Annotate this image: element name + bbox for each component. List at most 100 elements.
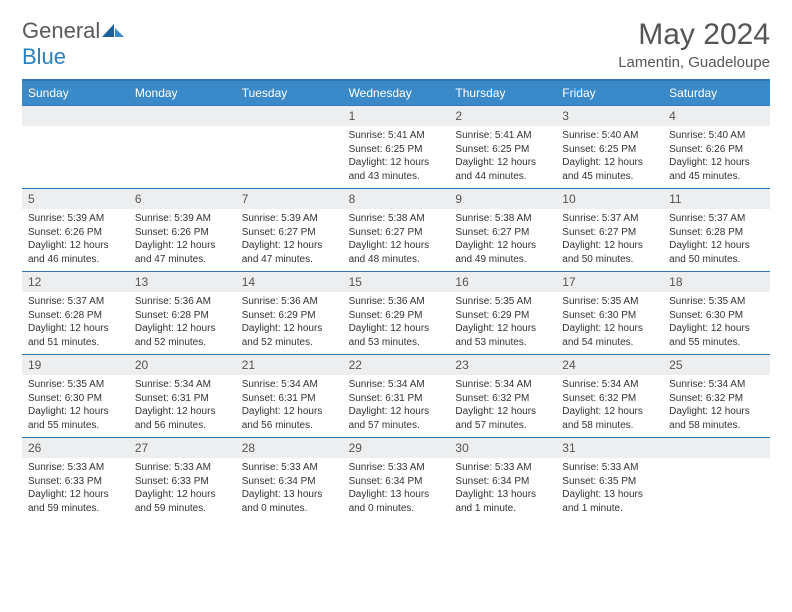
calendar-cell: 27Sunrise: 5:33 AMSunset: 6:33 PMDayligh… (129, 438, 236, 520)
title-block: May 2024 Lamentin, Guadeloupe (618, 18, 770, 71)
day-number: 1 (343, 106, 450, 126)
day-number: 18 (663, 272, 770, 292)
calendar-cell: 19Sunrise: 5:35 AMSunset: 6:30 PMDayligh… (22, 355, 129, 437)
day-body: Sunrise: 5:33 AMSunset: 6:33 PMDaylight:… (129, 458, 236, 519)
day-body: Sunrise: 5:36 AMSunset: 6:29 PMDaylight:… (343, 292, 450, 353)
calendar-cell: 15Sunrise: 5:36 AMSunset: 6:29 PMDayligh… (343, 272, 450, 354)
day-body: Sunrise: 5:34 AMSunset: 6:32 PMDaylight:… (663, 375, 770, 436)
calendar-cell: 17Sunrise: 5:35 AMSunset: 6:30 PMDayligh… (556, 272, 663, 354)
calendar-cell: 7Sunrise: 5:39 AMSunset: 6:27 PMDaylight… (236, 189, 343, 271)
calendar-cell: 5Sunrise: 5:39 AMSunset: 6:26 PMDaylight… (22, 189, 129, 271)
logo: GeneralBlue (22, 18, 126, 70)
week-row: 12Sunrise: 5:37 AMSunset: 6:28 PMDayligh… (22, 271, 770, 354)
day-number: 4 (663, 106, 770, 126)
week-row: 5Sunrise: 5:39 AMSunset: 6:26 PMDaylight… (22, 188, 770, 271)
sail-icon (100, 22, 126, 40)
calendar-cell: 14Sunrise: 5:36 AMSunset: 6:29 PMDayligh… (236, 272, 343, 354)
calendar: SundayMondayTuesdayWednesdayThursdayFrid… (22, 79, 770, 520)
day-number: 20 (129, 355, 236, 375)
location-text: Lamentin, Guadeloupe (618, 54, 770, 71)
calendar-cell: 18Sunrise: 5:35 AMSunset: 6:30 PMDayligh… (663, 272, 770, 354)
day-number: 22 (343, 355, 450, 375)
day-number: 13 (129, 272, 236, 292)
day-body: Sunrise: 5:35 AMSunset: 6:30 PMDaylight:… (22, 375, 129, 436)
calendar-cell: 16Sunrise: 5:35 AMSunset: 6:29 PMDayligh… (449, 272, 556, 354)
calendar-cell: 9Sunrise: 5:38 AMSunset: 6:27 PMDaylight… (449, 189, 556, 271)
day-body: Sunrise: 5:34 AMSunset: 6:31 PMDaylight:… (236, 375, 343, 436)
day-number: 29 (343, 438, 450, 458)
calendar-cell: 28Sunrise: 5:33 AMSunset: 6:34 PMDayligh… (236, 438, 343, 520)
calendar-cell: 4Sunrise: 5:40 AMSunset: 6:26 PMDaylight… (663, 106, 770, 188)
calendar-cell: 30Sunrise: 5:33 AMSunset: 6:34 PMDayligh… (449, 438, 556, 520)
day-body: Sunrise: 5:37 AMSunset: 6:27 PMDaylight:… (556, 209, 663, 270)
calendar-cell: 13Sunrise: 5:36 AMSunset: 6:28 PMDayligh… (129, 272, 236, 354)
day-header-row: SundayMondayTuesdayWednesdayThursdayFrid… (22, 81, 770, 105)
day-body: Sunrise: 5:35 AMSunset: 6:29 PMDaylight:… (449, 292, 556, 353)
day-body: Sunrise: 5:33 AMSunset: 6:34 PMDaylight:… (449, 458, 556, 519)
day-number: 11 (663, 189, 770, 209)
day-body: Sunrise: 5:41 AMSunset: 6:25 PMDaylight:… (343, 126, 450, 187)
calendar-cell: 12Sunrise: 5:37 AMSunset: 6:28 PMDayligh… (22, 272, 129, 354)
day-number: 10 (556, 189, 663, 209)
calendar-cell (22, 106, 129, 188)
week-row: 26Sunrise: 5:33 AMSunset: 6:33 PMDayligh… (22, 437, 770, 520)
day-body: Sunrise: 5:36 AMSunset: 6:29 PMDaylight:… (236, 292, 343, 353)
calendar-cell (129, 106, 236, 188)
day-body: Sunrise: 5:33 AMSunset: 6:34 PMDaylight:… (343, 458, 450, 519)
day-number: 30 (449, 438, 556, 458)
calendar-cell: 8Sunrise: 5:38 AMSunset: 6:27 PMDaylight… (343, 189, 450, 271)
week-row: 1Sunrise: 5:41 AMSunset: 6:25 PMDaylight… (22, 105, 770, 188)
day-number: 28 (236, 438, 343, 458)
calendar-cell: 21Sunrise: 5:34 AMSunset: 6:31 PMDayligh… (236, 355, 343, 437)
day-number: 7 (236, 189, 343, 209)
day-body: Sunrise: 5:39 AMSunset: 6:27 PMDaylight:… (236, 209, 343, 270)
day-body: Sunrise: 5:33 AMSunset: 6:35 PMDaylight:… (556, 458, 663, 519)
month-title: May 2024 (618, 18, 770, 52)
calendar-cell: 26Sunrise: 5:33 AMSunset: 6:33 PMDayligh… (22, 438, 129, 520)
day-body: Sunrise: 5:37 AMSunset: 6:28 PMDaylight:… (22, 292, 129, 353)
day-body: Sunrise: 5:36 AMSunset: 6:28 PMDaylight:… (129, 292, 236, 353)
day-number: 6 (129, 189, 236, 209)
calendar-cell: 22Sunrise: 5:34 AMSunset: 6:31 PMDayligh… (343, 355, 450, 437)
day-number: 17 (556, 272, 663, 292)
day-number: 14 (236, 272, 343, 292)
day-body: Sunrise: 5:35 AMSunset: 6:30 PMDaylight:… (556, 292, 663, 353)
day-number: 15 (343, 272, 450, 292)
day-number: 5 (22, 189, 129, 209)
calendar-cell: 2Sunrise: 5:41 AMSunset: 6:25 PMDaylight… (449, 106, 556, 188)
day-header: Sunday (22, 81, 129, 105)
day-header: Thursday (449, 81, 556, 105)
day-number: 21 (236, 355, 343, 375)
day-number (663, 438, 770, 458)
calendar-cell (663, 438, 770, 520)
day-body: Sunrise: 5:39 AMSunset: 6:26 PMDaylight:… (129, 209, 236, 270)
day-body: Sunrise: 5:37 AMSunset: 6:28 PMDaylight:… (663, 209, 770, 270)
day-header: Monday (129, 81, 236, 105)
calendar-cell (236, 106, 343, 188)
calendar-cell: 29Sunrise: 5:33 AMSunset: 6:34 PMDayligh… (343, 438, 450, 520)
weeks-container: 1Sunrise: 5:41 AMSunset: 6:25 PMDaylight… (22, 105, 770, 520)
week-row: 19Sunrise: 5:35 AMSunset: 6:30 PMDayligh… (22, 354, 770, 437)
day-body: Sunrise: 5:38 AMSunset: 6:27 PMDaylight:… (449, 209, 556, 270)
calendar-cell: 10Sunrise: 5:37 AMSunset: 6:27 PMDayligh… (556, 189, 663, 271)
day-number: 27 (129, 438, 236, 458)
day-number: 26 (22, 438, 129, 458)
day-header: Tuesday (236, 81, 343, 105)
day-header: Wednesday (343, 81, 450, 105)
day-body: Sunrise: 5:40 AMSunset: 6:25 PMDaylight:… (556, 126, 663, 187)
day-number: 8 (343, 189, 450, 209)
day-number: 25 (663, 355, 770, 375)
logo-text: GeneralBlue (22, 18, 126, 70)
calendar-cell: 1Sunrise: 5:41 AMSunset: 6:25 PMDaylight… (343, 106, 450, 188)
day-header: Saturday (663, 81, 770, 105)
day-number (236, 106, 343, 126)
day-header: Friday (556, 81, 663, 105)
logo-text-main: General (22, 18, 100, 43)
day-body: Sunrise: 5:33 AMSunset: 6:34 PMDaylight:… (236, 458, 343, 519)
day-body: Sunrise: 5:39 AMSunset: 6:26 PMDaylight:… (22, 209, 129, 270)
day-number: 31 (556, 438, 663, 458)
day-number: 16 (449, 272, 556, 292)
day-body: Sunrise: 5:34 AMSunset: 6:31 PMDaylight:… (343, 375, 450, 436)
day-body: Sunrise: 5:34 AMSunset: 6:32 PMDaylight:… (449, 375, 556, 436)
day-body: Sunrise: 5:33 AMSunset: 6:33 PMDaylight:… (22, 458, 129, 519)
